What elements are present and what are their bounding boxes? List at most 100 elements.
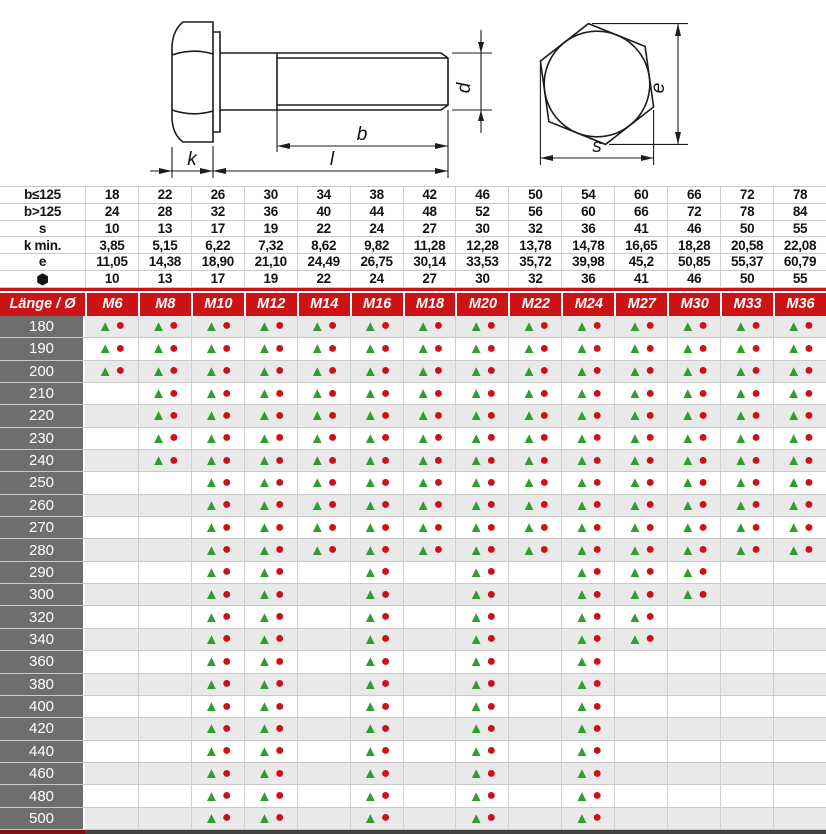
triangle-icon: ▲ — [574, 653, 590, 671]
triangle-icon: ▲ — [362, 317, 378, 335]
circle-icon: ● — [221, 339, 232, 357]
length-label: 260 — [0, 494, 85, 517]
availability-cell: ▲ ● — [349, 762, 403, 785]
availability-cell: ▲ ● — [667, 360, 721, 382]
dimension-value: 18,90 — [190, 254, 244, 270]
circle-icon: ● — [221, 742, 232, 760]
availability-cell: ▲ ● — [402, 360, 456, 382]
triangle-icon: ▲ — [468, 675, 484, 693]
circle-icon: ● — [274, 675, 285, 693]
dimension-value: 30 — [455, 220, 508, 237]
triangle-icon: ▲ — [680, 541, 696, 559]
dim-label-d: d — [454, 81, 475, 93]
availability-cell — [773, 807, 826, 830]
dimension-value: 14,38 — [137, 254, 191, 270]
dim-label-e: e — [648, 83, 669, 94]
availability-cell: ▲ ● — [243, 718, 297, 740]
availability-cell: ▲ ● — [561, 561, 615, 584]
availability-cell: ▲ ● — [243, 561, 297, 584]
availability-cell: ▲ ● — [296, 360, 350, 382]
triangle-icon: ▲ — [309, 496, 325, 514]
circle-icon: ● — [592, 719, 603, 737]
dimension-value: 78 — [720, 203, 773, 220]
availability-cell: ▲ ● — [349, 740, 403, 762]
circle-icon: ● — [645, 630, 655, 648]
availability-cell: ▲ ● — [561, 539, 615, 561]
length-row: 200 ▲ ● ▲ ● ▲ ● ▲ ● ▲ ● ▲ ● ▲ ● ▲ ● ▲ ● ▲ ● ▲ ● ▲ ● ▲ ● ▲ ● — [0, 360, 826, 383]
length-row: 220 ▲ ● ▲ ● ▲ ● ▲ ● ▲ ● ▲ ● ▲ ● ▲ ● ▲ ● ▲ ● ▲ ● ▲ ● ▲ ● — [0, 405, 826, 428]
availability-cell: ▲ ● — [190, 449, 244, 472]
availability-cell: ▲ ● — [190, 762, 244, 785]
triangle-icon: ▲ — [786, 541, 802, 559]
triangle-icon: ▲ — [362, 474, 378, 492]
triangle-icon: ▲ — [362, 563, 378, 581]
circle-icon: ● — [804, 541, 814, 559]
availability-cell: ▲ ● — [402, 315, 456, 338]
availability-cell — [137, 807, 191, 830]
availability-cell — [137, 584, 191, 606]
availability-cell: ▲ ● — [85, 338, 138, 360]
availability-cell: ▲ ● — [455, 315, 509, 338]
availability-cell: ▲ ● — [455, 539, 509, 561]
circle-icon: ● — [592, 339, 603, 357]
triangle-icon: ▲ — [468, 541, 484, 559]
triangle-icon: ▲ — [256, 429, 272, 447]
circle-icon: ● — [539, 541, 550, 559]
dimension-row-label: b≤125 — [24, 187, 61, 203]
dimension-value: 21,10 — [243, 254, 297, 270]
availability-cell: ▲ ● — [190, 338, 244, 360]
technical-drawing-section: d b k l — [0, 0, 826, 186]
dimension-value: 17 — [190, 220, 244, 237]
circle-icon: ● — [221, 362, 232, 380]
availability-cell: ▲ ● — [561, 584, 615, 606]
triangle-icon: ▲ — [574, 563, 590, 581]
availability-cell — [508, 561, 562, 584]
availability-cell — [137, 718, 191, 740]
triangle-icon: ▲ — [204, 630, 219, 648]
triangle-icon: ▲ — [151, 429, 166, 447]
availability-cell: ▲ ● — [455, 807, 509, 830]
dimension-value: 41 — [614, 270, 667, 287]
circle-icon: ● — [380, 496, 391, 514]
dim-label-k: k — [187, 149, 198, 170]
availability-cell — [85, 718, 138, 740]
availability-cell: ▲ ● — [349, 785, 403, 807]
availability-cell: ▲ ● — [614, 539, 668, 561]
triangle-icon: ▲ — [680, 452, 696, 470]
circle-icon: ● — [221, 384, 232, 402]
length-row: 290 ▲ ● ▲ ● ▲ ● ▲ ● ▲ ● ▲ ● ▲ ● — [0, 561, 826, 585]
size-header-cell: M20 — [455, 292, 509, 316]
availability-cell: ▲ ● — [190, 628, 244, 651]
length-row: 180 ▲ ● ▲ ● ▲ ● ▲ ● ▲ ● ▲ ● ▲ ● ▲ ● ▲ ● ▲ ● ▲ ● ▲ ● ▲ ● ▲ ● — [0, 315, 826, 339]
circle-icon: ● — [698, 451, 708, 469]
triangle-icon: ▲ — [468, 429, 484, 447]
circle-icon: ● — [486, 630, 497, 648]
length-label: 210 — [0, 382, 85, 405]
availability-cell: ▲ ● — [190, 427, 244, 449]
circle-icon: ● — [804, 518, 814, 536]
availability-cell: ▲ ● — [508, 360, 562, 382]
availability-cell — [508, 628, 562, 651]
triangle-icon: ▲ — [680, 474, 696, 492]
length-label: 340 — [0, 628, 85, 651]
dimension-value: 54 — [561, 187, 614, 203]
triangle-icon: ▲ — [309, 519, 325, 537]
length-row: 420 ▲ ● ▲ ● ▲ ● ▲ ● ▲ ● — [0, 718, 826, 741]
dimension-value: 24 — [349, 220, 403, 237]
dimension-value: 32 — [190, 203, 244, 220]
triangle-icon: ▲ — [574, 496, 590, 514]
dimension-value: 26 — [190, 187, 244, 203]
circle-icon: ● — [645, 518, 655, 536]
triangle-icon: ▲ — [415, 519, 431, 537]
availability-cell — [402, 762, 456, 785]
triangle-icon: ▲ — [204, 742, 219, 760]
availability-cell: ▲ ● — [349, 695, 403, 718]
availability-cell: ▲ ● — [614, 315, 668, 338]
circle-icon: ● — [380, 362, 391, 380]
availability-cell: ▲ ● — [349, 539, 403, 561]
dimension-row: e 11,05 14,38 18,90 21,10 24,49 26,75 30,14 33,5… — [0, 254, 826, 271]
dimension-value: 39,98 — [561, 254, 614, 270]
triangle-icon: ▲ — [97, 362, 113, 380]
circle-icon: ● — [274, 317, 285, 335]
length-label: 360 — [0, 651, 85, 673]
